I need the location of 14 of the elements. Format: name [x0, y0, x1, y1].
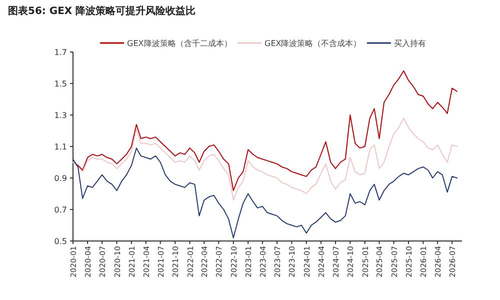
legend-label: 买入持有: [394, 39, 426, 48]
y-tick-label: 1.7: [54, 48, 67, 57]
y-tick-label: 0.5: [54, 237, 67, 246]
legend-label: GEX降波策略（不含成本）: [264, 39, 362, 48]
line-series: [72, 118, 458, 201]
legend-label: GEX降波策略（含千二成本）: [127, 39, 232, 48]
line-series: [72, 70, 458, 192]
line-series: [72, 148, 458, 238]
y-tick-label: 0.9: [54, 174, 67, 183]
chart-title: 图表56: GEX 降波策略可提升风险收益比: [8, 5, 196, 17]
y-tick-label: 0.7: [54, 206, 67, 214]
y-tick-label: 1.1: [54, 142, 67, 152]
y-tick-label: 1.5: [54, 80, 67, 88]
y-tick-label: 1.3: [54, 111, 67, 120]
